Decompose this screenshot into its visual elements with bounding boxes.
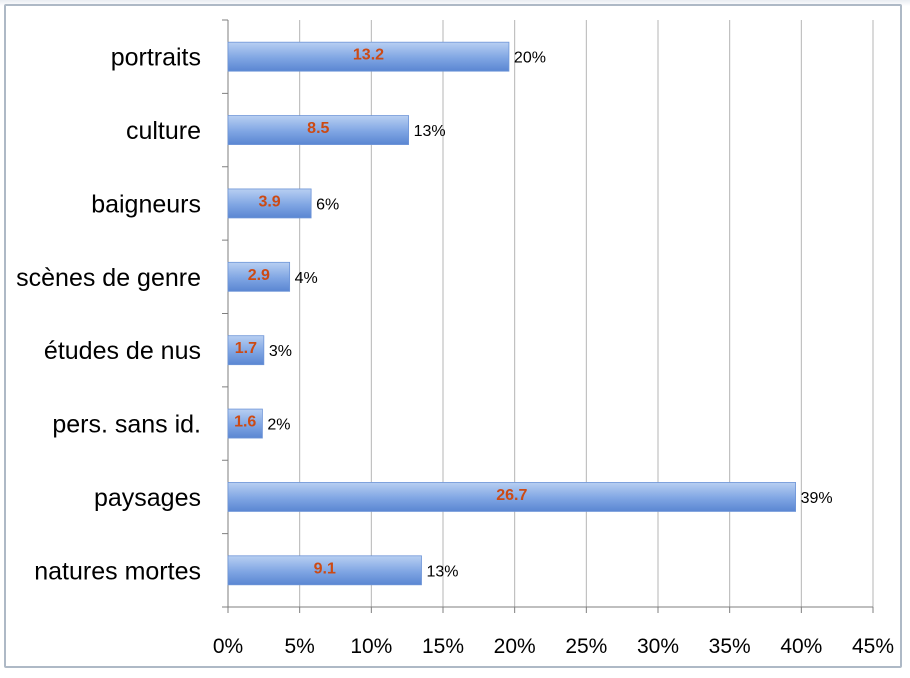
bar-percent-label: 13% <box>414 123 446 140</box>
bar-value-label: 26.7 <box>496 487 527 504</box>
category-label: portraits <box>111 44 201 72</box>
bar <box>227 188 312 219</box>
bar <box>227 555 422 586</box>
category-label: scènes de genre <box>16 264 201 292</box>
bar-value-label: 1.6 <box>234 414 256 431</box>
category-label: paysages <box>94 484 201 512</box>
category-label: pers. sans id. <box>52 411 201 439</box>
category-label: baigneurs <box>91 190 201 218</box>
x-tick-label: 45% <box>852 635 894 658</box>
bar-percent-label: 39% <box>801 490 833 507</box>
bar-percent-label: 3% <box>269 343 292 360</box>
x-tick-label: 0% <box>213 635 243 658</box>
x-tick-label: 35% <box>709 635 751 658</box>
bar-value-label: 13.2 <box>353 47 384 64</box>
bar-value-label: 1.7 <box>235 340 257 357</box>
chart-area <box>4 4 902 668</box>
x-tick-label: 10% <box>350 635 392 658</box>
x-tick-label: 15% <box>422 635 464 658</box>
labels: 0% 5% 10% 15% 20% 25% 30% 35% 40% 45% portraits 13.… <box>16 44 894 658</box>
x-tick-label: 40% <box>780 635 822 658</box>
x-tick-label: 20% <box>494 635 536 658</box>
bar <box>227 261 291 292</box>
window-top-strip <box>0 0 910 6</box>
x-tick-label: 25% <box>565 635 607 658</box>
bar-value-label: 2.9 <box>248 267 270 284</box>
gridlines <box>299 20 874 607</box>
bar-value-label: 9.1 <box>314 560 336 577</box>
bar-percent-label: 4% <box>295 270 318 287</box>
bar <box>227 408 263 439</box>
bar <box>227 482 796 512</box>
bars <box>227 41 796 586</box>
bar-percent-label: 6% <box>316 196 339 213</box>
bar <box>227 335 265 366</box>
bar <box>227 115 410 145</box>
bar-percent-label: 13% <box>427 563 459 580</box>
bar-value-label: 3.9 <box>258 193 280 210</box>
x-tick-label: 5% <box>284 635 314 658</box>
bar-percent-label: 20% <box>514 50 546 67</box>
bar <box>227 41 510 72</box>
bar-value-label: 8.5 <box>307 120 329 137</box>
axes <box>222 19 874 613</box>
category-label: culture <box>126 117 201 145</box>
category-label: natures mortes <box>34 557 201 585</box>
x-tick-label: 30% <box>637 635 679 658</box>
category-label: études de nus <box>44 337 201 365</box>
bar-percent-label: 2% <box>267 417 290 434</box>
